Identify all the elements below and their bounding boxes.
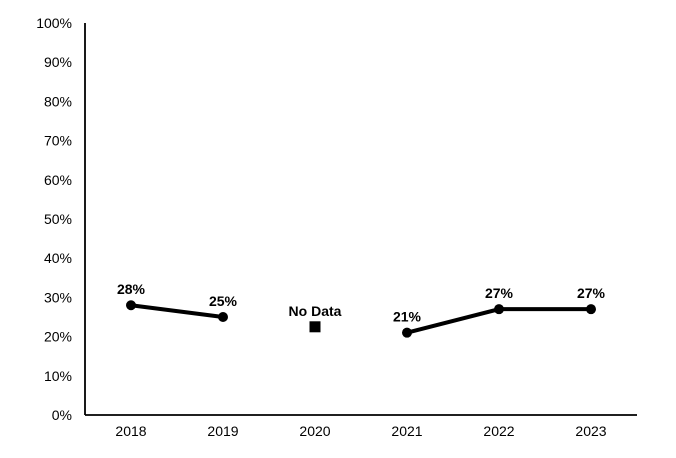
data-point-label: 27% [577,285,606,301]
data-point-marker [218,312,228,322]
data-point-marker [126,300,136,311]
x-tick-label: 2023 [575,423,606,439]
no-data-marker [309,321,321,333]
data-point-marker [586,304,596,315]
y-tick-label: 20% [44,329,72,345]
no-data-label: No Data [289,303,342,319]
y-tick-label: 60% [44,172,72,188]
y-tick-label: 80% [44,93,72,109]
data-point-label: 27% [485,285,514,301]
data-point-label: 28% [117,281,146,297]
data-point-marker [402,327,412,338]
y-tick-label: 70% [44,133,72,149]
x-tick-label: 2018 [115,423,146,439]
y-tick-label: 30% [44,289,72,305]
y-tick-label: 40% [44,250,72,266]
x-tick-label: 2021 [391,423,422,439]
y-tick-label: 50% [44,211,72,227]
x-tick-label: 2022 [483,423,514,439]
data-point-marker [494,304,504,315]
y-tick-label: 0% [52,407,72,423]
data-point-label: 21% [393,309,422,325]
data-line-segment [129,303,225,319]
y-tick-label: 10% [44,368,72,384]
x-tick-label: 2019 [207,423,238,439]
data-point-label: 25% [209,293,238,309]
y-tick-label: 100% [36,15,72,31]
y-tick-label: 90% [44,54,72,70]
x-tick-label: 2020 [299,423,330,439]
